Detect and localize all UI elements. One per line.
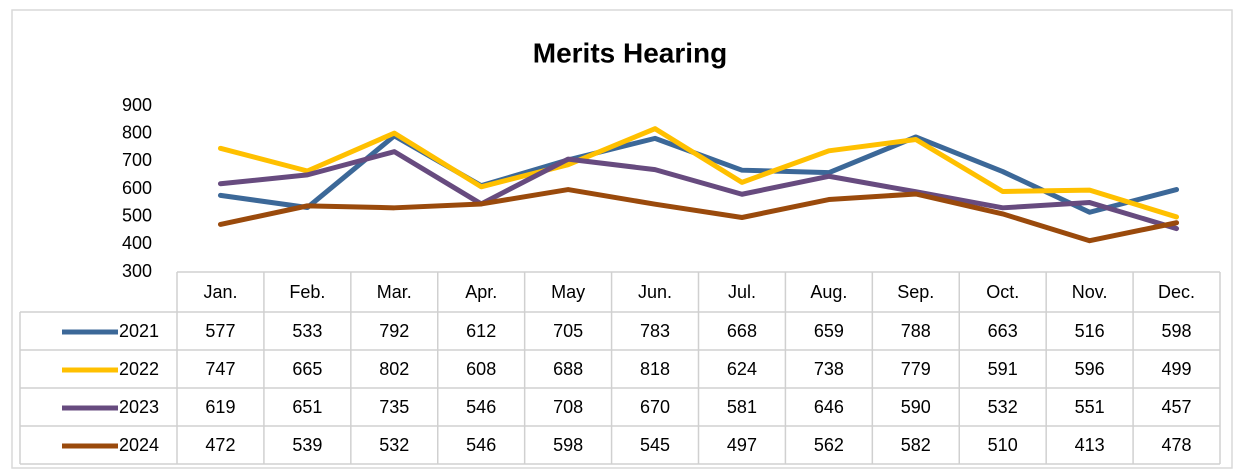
x-tick-label: Nov. <box>1072 282 1108 302</box>
y-tick-label: 300 <box>122 261 152 281</box>
y-tick-label: 700 <box>122 150 152 170</box>
table-cell: 651 <box>292 397 322 417</box>
table-cell: 608 <box>466 359 496 379</box>
series-line <box>217 126 1180 220</box>
table-cell: 705 <box>553 321 583 341</box>
table-cell: 516 <box>1075 321 1105 341</box>
table-cell: 596 <box>1075 359 1105 379</box>
table-cell: 612 <box>466 321 496 341</box>
table-cell: 788 <box>901 321 931 341</box>
x-tick-label: Jan. <box>203 282 237 302</box>
legend-label: 2023 <box>119 397 159 417</box>
x-tick-label: May <box>551 282 585 302</box>
table-cell: 497 <box>727 435 757 455</box>
series-line <box>217 149 1180 232</box>
table-cell: 792 <box>379 321 409 341</box>
table-cell: 577 <box>205 321 235 341</box>
table-cell: 510 <box>988 435 1018 455</box>
table-cell: 598 <box>553 435 583 455</box>
table-cell: 738 <box>814 359 844 379</box>
table-cell: 598 <box>1162 321 1192 341</box>
x-tick-label: Aug. <box>810 282 847 302</box>
x-tick-label: Oct. <box>986 282 1019 302</box>
table-cell: 735 <box>379 397 409 417</box>
table-cell: 499 <box>1162 359 1192 379</box>
table-cell: 624 <box>727 359 757 379</box>
x-tick-label: Feb. <box>289 282 325 302</box>
table-cell: 478 <box>1162 435 1192 455</box>
table-cell: 581 <box>727 397 757 417</box>
chart-title: Merits Hearing <box>533 37 728 68</box>
y-tick-label: 400 <box>122 233 152 253</box>
table-cell: 539 <box>292 435 322 455</box>
table-cell: 546 <box>466 397 496 417</box>
table-cell: 818 <box>640 359 670 379</box>
table-cell: 546 <box>466 435 496 455</box>
x-tick-label: Dec. <box>1158 282 1195 302</box>
table-cell: 582 <box>901 435 931 455</box>
chart-border <box>11 9 1233 469</box>
table-cell: 665 <box>292 359 322 379</box>
table-cell: 551 <box>1075 397 1105 417</box>
x-tick-label: Jul. <box>728 282 756 302</box>
legend-label: 2021 <box>119 321 159 341</box>
table-cell: 783 <box>640 321 670 341</box>
table-cell: 562 <box>814 435 844 455</box>
table-cell: 591 <box>988 359 1018 379</box>
table-cell: 747 <box>205 359 235 379</box>
y-tick-label: 900 <box>122 95 152 115</box>
table-cell: 532 <box>379 435 409 455</box>
table-cell: 413 <box>1075 435 1105 455</box>
table-cell: 457 <box>1162 397 1192 417</box>
table-cell: 668 <box>727 321 757 341</box>
table-cell: 532 <box>988 397 1018 417</box>
x-tick-label: Apr. <box>465 282 497 302</box>
table-cell: 646 <box>814 397 844 417</box>
x-tick-label: Jun. <box>638 282 672 302</box>
y-tick-label: 600 <box>122 178 152 198</box>
legend-label: 2024 <box>119 435 159 455</box>
table-cell: 472 <box>205 435 235 455</box>
table-cell: 545 <box>640 435 670 455</box>
table-cell: 659 <box>814 321 844 341</box>
y-tick-label: 800 <box>122 122 152 142</box>
y-tick-label: 500 <box>122 205 152 225</box>
x-tick-label: Sep. <box>897 282 934 302</box>
table-cell: 779 <box>901 359 931 379</box>
x-tick-label: Mar. <box>377 282 412 302</box>
table-cell: 708 <box>553 397 583 417</box>
table-cell: 802 <box>379 359 409 379</box>
legend-label: 2022 <box>119 359 159 379</box>
series-line <box>217 187 1180 244</box>
table-cell: 533 <box>292 321 322 341</box>
table-cell: 590 <box>901 397 931 417</box>
table-cell: 663 <box>988 321 1018 341</box>
table-cell: 670 <box>640 397 670 417</box>
table-cell: 619 <box>205 397 235 417</box>
table-cell: 688 <box>553 359 583 379</box>
